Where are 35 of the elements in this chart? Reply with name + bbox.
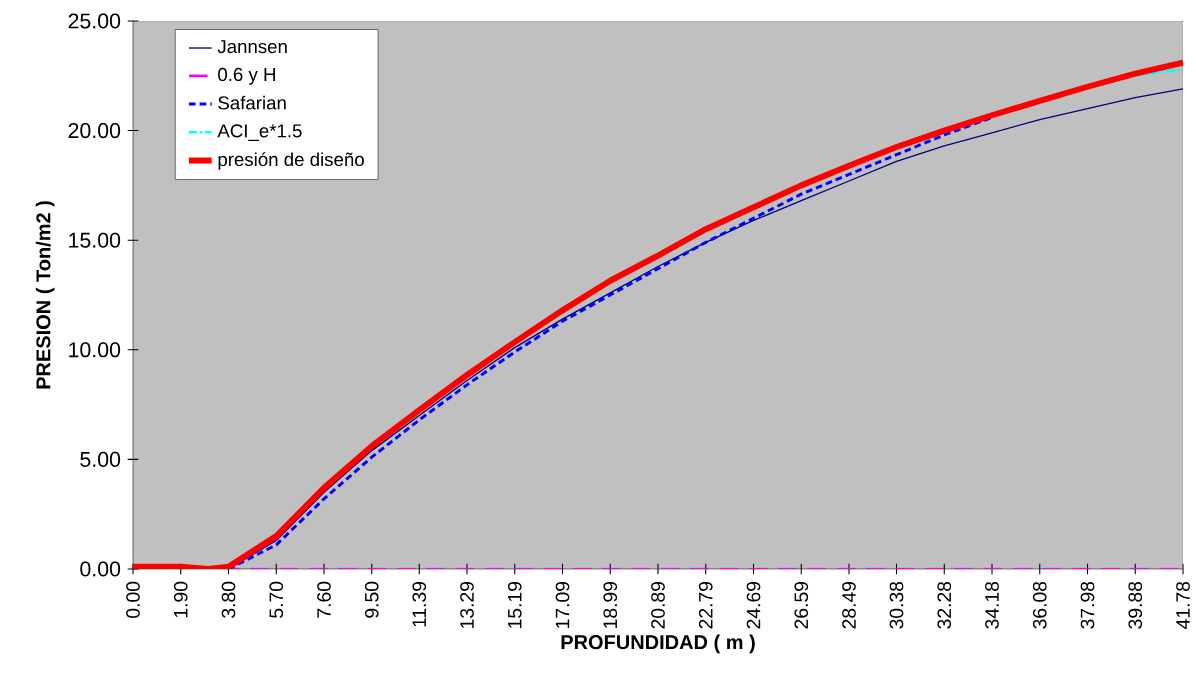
y-tick-label: 5.00 — [80, 451, 121, 467]
x-tick-label: 39.88 — [1128, 581, 1143, 629]
x-tick-label: 3.80 — [221, 581, 236, 618]
y-tick-label: 20.00 — [68, 123, 121, 139]
x-tick-label: 36.08 — [1032, 581, 1047, 629]
x-tick-label: 34.18 — [985, 581, 999, 629]
legend-label: ACI_e*1.5 — [217, 124, 302, 141]
legend-label: Safarian — [218, 95, 286, 110]
x-tick-label: 13.29 — [460, 581, 474, 628]
x-tick-label: 41.78 — [1176, 581, 1190, 629]
y-tick-label: 0.00 — [80, 561, 121, 577]
x-tick-label: 15.19 — [507, 581, 522, 628]
x-tick-label: 28.49 — [842, 581, 856, 629]
x-tick-label: 24.69 — [746, 581, 761, 629]
x-tick-label: 26.59 — [794, 581, 809, 629]
legend-label: Jannsen — [217, 40, 287, 54]
x-tick-label: 5.70 — [269, 581, 284, 618]
y-tick-label: 10.00 — [69, 342, 121, 358]
x-tick-label: 32.28 — [937, 581, 952, 629]
x-tick-label: 30.38 — [889, 581, 904, 629]
x-tick-label: 9.50 — [364, 581, 379, 618]
x-tick-label: 7.60 — [317, 581, 331, 618]
x-tick-label: 20.89 — [651, 581, 665, 629]
y-tick-label: 15.00 — [69, 232, 121, 248]
legend-label: 0.6 y H — [218, 67, 275, 85]
x-tick-label: 18.99 — [603, 581, 618, 628]
x-tick-label: 1.90 — [173, 581, 188, 618]
x-axis-title: PROFUNDIDAD ( m ) — [561, 634, 755, 654]
x-tick-label: 22.79 — [698, 581, 713, 629]
x-tick-label: 11.39 — [412, 581, 427, 627]
y-axis-title: PRESION ( Ton/m2 ) — [35, 201, 55, 389]
x-tick-label: 37.98 — [1080, 581, 1095, 629]
legend-label: presión de diseño — [218, 152, 364, 170]
x-tick-label: 17.09 — [555, 581, 570, 628]
y-tick-label: 25.00 — [68, 13, 121, 29]
